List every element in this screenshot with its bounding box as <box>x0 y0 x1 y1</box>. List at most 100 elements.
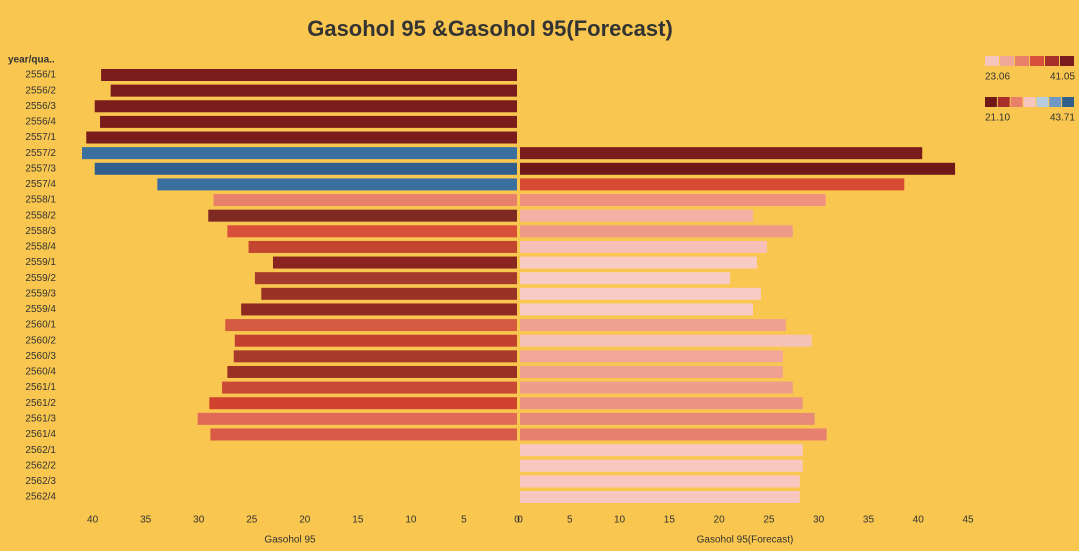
bar <box>197 412 517 425</box>
bar <box>227 365 518 378</box>
bar <box>520 319 786 332</box>
x2-axis-title: Gasohol 95(Forecast) <box>697 535 794 546</box>
x-tick-label: 30 <box>193 515 205 526</box>
bar <box>241 303 517 316</box>
y-tick-label: 2556/4 <box>25 117 56 128</box>
legend-swatch <box>997 97 1010 107</box>
legend-swatch <box>1023 97 1036 107</box>
y-tick-label: 2558/1 <box>25 195 56 206</box>
y-tick-label: 2560/4 <box>25 367 56 378</box>
bar <box>94 100 518 113</box>
x-tick-label: 20 <box>299 515 311 526</box>
bar <box>94 162 518 175</box>
bar <box>520 272 731 285</box>
y-tick-label: 2556/3 <box>25 101 56 112</box>
y-tick-label: 2560/3 <box>25 351 56 362</box>
x2-tick-label: 45 <box>962 515 974 526</box>
y-tick-label: 2562/2 <box>25 460 56 471</box>
legend-swatch <box>1010 97 1023 107</box>
x-tick-label: 10 <box>405 515 417 526</box>
bar <box>86 131 518 144</box>
x-tick-label: 40 <box>87 515 99 526</box>
bar <box>100 115 517 128</box>
legend-swatch <box>1045 56 1059 66</box>
legend-swatch <box>1000 56 1014 66</box>
y-tick-label: 2559/1 <box>25 257 56 268</box>
y-tick-label: 2561/2 <box>25 398 56 409</box>
legend-swatch <box>1030 56 1044 66</box>
bar <box>208 209 517 222</box>
bar <box>82 147 517 160</box>
bar <box>520 178 905 191</box>
bar <box>209 397 517 410</box>
bar <box>520 334 812 347</box>
legend-swatch <box>1036 97 1049 107</box>
chart-title: Gasohol 95 &Gasohol 95(Forecast) <box>307 16 673 41</box>
y-tick-label: 2559/2 <box>25 273 56 284</box>
x2-tick-label: 40 <box>913 515 925 526</box>
x-tick-label: 25 <box>246 515 258 526</box>
bar <box>233 350 517 363</box>
bar <box>520 287 761 300</box>
y-tick-label: 2556/1 <box>25 70 56 81</box>
y-tick-label: 2562/4 <box>25 492 56 503</box>
legend-swatch <box>1060 56 1074 66</box>
bar <box>520 491 800 503</box>
bar <box>222 381 518 394</box>
bar <box>520 412 815 425</box>
y-tick-label: 2561/1 <box>25 382 56 393</box>
x-tick-label: 5 <box>461 515 467 526</box>
x2-tick-label: 35 <box>863 515 875 526</box>
bar <box>520 162 956 175</box>
x-tick-label: 0 <box>514 515 520 526</box>
bar <box>213 194 517 207</box>
legend-label: 43.71 <box>1050 113 1075 124</box>
x2-tick-label: 0 <box>517 515 523 526</box>
x2-tick-label: 25 <box>763 515 775 526</box>
bar <box>227 225 518 238</box>
legend-swatch <box>1015 56 1029 66</box>
bar <box>101 69 517 81</box>
bar <box>520 428 827 441</box>
y-tick-label: 2559/4 <box>25 304 56 315</box>
bar <box>520 381 793 394</box>
x-tick-label: 35 <box>140 515 152 526</box>
bar <box>157 178 517 191</box>
y-tick-label: 2561/3 <box>25 413 56 424</box>
y-tick-label: 2558/3 <box>25 226 56 237</box>
bar <box>210 428 517 441</box>
x2-tick-label: 20 <box>714 515 726 526</box>
bar <box>520 209 753 222</box>
bar <box>254 272 517 285</box>
legend-label: 41.05 <box>1050 72 1075 83</box>
y-tick-label: 2562/1 <box>25 445 56 456</box>
legend-swatch <box>1049 97 1062 107</box>
bar <box>520 350 783 363</box>
category-header: year/qua.. <box>8 55 55 66</box>
bar <box>272 256 517 269</box>
bar <box>520 444 803 457</box>
bar <box>520 147 923 160</box>
bar <box>520 240 767 253</box>
x-axis-title: Gasohol 95 <box>264 535 316 546</box>
legend-label: 21.10 <box>985 113 1010 124</box>
bar <box>225 319 518 332</box>
y-tick-label: 2557/2 <box>25 148 56 159</box>
y-tick-label: 2556/2 <box>25 85 56 96</box>
legend-swatch <box>985 56 999 66</box>
bar <box>520 194 826 207</box>
bar <box>261 287 517 300</box>
y-tick-label: 2557/3 <box>25 163 56 174</box>
bar <box>248 240 517 253</box>
y-tick-label: 2558/2 <box>25 210 56 221</box>
bar <box>110 84 518 97</box>
bar <box>520 459 803 472</box>
y-tick-label: 2561/4 <box>25 429 56 440</box>
y-tick-label: 2559/3 <box>25 288 56 299</box>
y-tick-label: 2560/1 <box>25 320 56 331</box>
bar <box>520 397 803 410</box>
y-tick-label: 2560/2 <box>25 335 56 346</box>
bar <box>520 475 800 488</box>
y-tick-label: 2557/1 <box>25 132 56 143</box>
